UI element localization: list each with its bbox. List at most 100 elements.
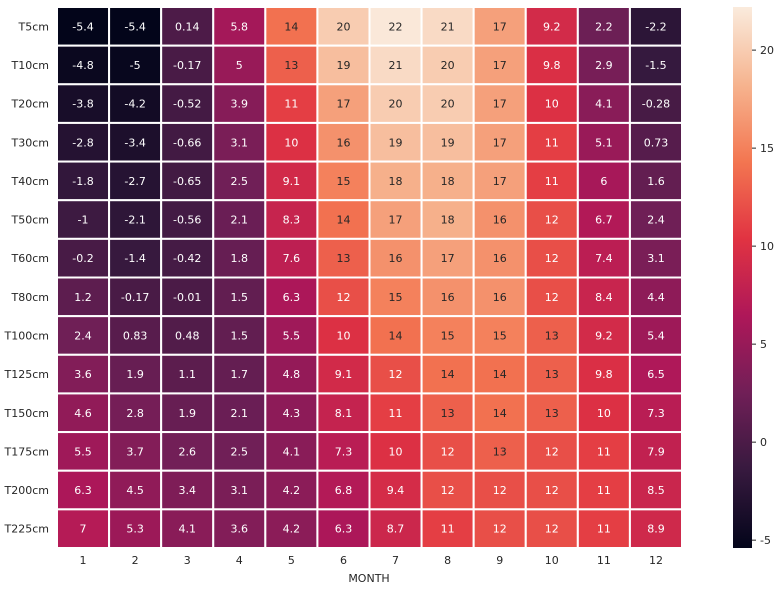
cell-value-label: 0.73 [644,136,669,149]
cell-value-label: 13 [545,368,559,381]
heatmap-cell [420,44,475,86]
heatmap-cells [56,6,684,550]
colorbar-tick-label: 5 [760,338,767,351]
x-tick-label: 8 [444,554,451,567]
heatmap-cell [628,199,684,240]
cell-value-label: 11 [545,175,559,188]
heatmap-cell [576,160,631,202]
cell-value-label: 16 [441,291,455,304]
heatmap-cell [316,508,371,550]
cell-value-label: 6.3 [283,291,301,304]
cell-value-label: 7.4 [595,252,613,265]
cell-value-label: -3.4 [124,136,145,149]
cell-value-label: 15 [493,329,507,342]
cell-value-label: 14 [284,20,298,33]
heatmap-cell [56,392,111,434]
cell-value-label: 12 [441,445,455,458]
cell-value-label: -1.8 [72,175,93,188]
cell-value-label: 3.6 [231,523,249,536]
heatmap-cell [524,431,579,472]
cell-value-label: 3.1 [231,484,249,497]
heatmap-cell [108,392,163,434]
cell-value-label: 4.1 [595,98,613,111]
heatmap-cell [368,508,423,550]
cell-value-label: 14 [493,407,507,420]
heatmap-cell [56,469,111,511]
cell-value-label: 2.1 [231,214,249,227]
heatmap-cell [264,237,319,279]
y-tick-label: T125cm [4,368,49,381]
cell-value-label: 5.5 [283,329,301,342]
heatmap-cell [56,276,111,318]
cell-value-label: -0.56 [173,214,201,227]
cell-value-label: 10 [597,407,611,420]
cell-value-label: 14 [389,329,403,342]
cell-value-label: 17 [493,175,507,188]
cell-value-label: 9.8 [543,59,561,72]
heatmap-cell [108,431,163,472]
cell-value-label: 19 [441,136,455,149]
cell-value-label: 3.6 [74,368,92,381]
heatmap-cell [420,160,475,202]
heatmap-cell [524,237,579,279]
cell-value-label: 8.9 [647,523,665,536]
cell-value-label: 14 [493,368,507,381]
cell-value-label: 3.1 [647,252,665,265]
cell-value-label: 9.1 [283,175,301,188]
cell-value-label: -0.42 [173,252,201,265]
cell-value-label: 16 [493,214,507,227]
heatmap-cell [472,392,527,434]
heatmap-cell [316,199,371,240]
heatmap-cell [420,315,475,356]
cell-value-label: 12 [493,523,507,536]
heatmap-cell [264,469,319,511]
cell-value-label: 3.7 [126,445,144,458]
heatmap-cell [628,237,684,279]
heatmap-cell [524,508,579,550]
x-tick-label: 12 [649,554,663,567]
heatmap-cell [160,83,215,124]
colorbar-tick-label: 20 [760,44,774,57]
cell-value-label: 12 [493,484,507,497]
cell-value-label: 13 [545,407,559,420]
cell-value-label: 10 [545,98,559,111]
cell-value-label: 13 [545,329,559,342]
x-tick-label: 2 [132,554,139,567]
heatmap-cell [420,392,475,434]
heatmap-cell [628,6,684,47]
heatmap-cell [472,121,527,163]
cell-value-label: 1.5 [231,291,249,304]
cell-value-label: -2.2 [645,20,666,33]
cell-value-label: 4.3 [283,407,301,420]
colorbar-gradient [733,7,752,548]
cell-value-label: 17 [441,252,455,265]
cell-value-label: 12 [545,252,559,265]
cell-value-label: 8.3 [283,214,301,227]
cell-value-label: 0.48 [175,329,200,342]
cell-value-label: 10 [336,329,350,342]
heatmap-cell [576,44,631,86]
cell-value-label: 10 [284,136,298,149]
cell-value-label: 11 [597,484,611,497]
heatmap-cell [420,6,475,47]
heatmap-cell [160,160,215,202]
heatmap-cell [628,431,684,472]
cell-value-label: 7.3 [335,445,353,458]
heatmap-cell [420,508,475,550]
x-tick-label: 11 [597,554,611,567]
heatmap-cell [264,44,319,86]
cell-value-label: 17 [389,214,403,227]
cell-value-label: 2.8 [126,407,144,420]
cell-value-label: 5.4 [647,329,665,342]
cell-value-label: 0.14 [175,20,200,33]
heatmap-cell [368,44,423,86]
heatmap-cell [472,199,527,240]
cell-value-label: 12 [545,523,559,536]
heatmap-cell [524,44,579,86]
x-tick-label: 9 [496,554,503,567]
cell-value-label: 17 [493,98,507,111]
heatmap-cell [368,353,423,395]
cell-value-label: 6.3 [335,523,353,536]
cell-value-label: 9.2 [595,329,613,342]
x-axis-title: MONTH [348,572,389,585]
